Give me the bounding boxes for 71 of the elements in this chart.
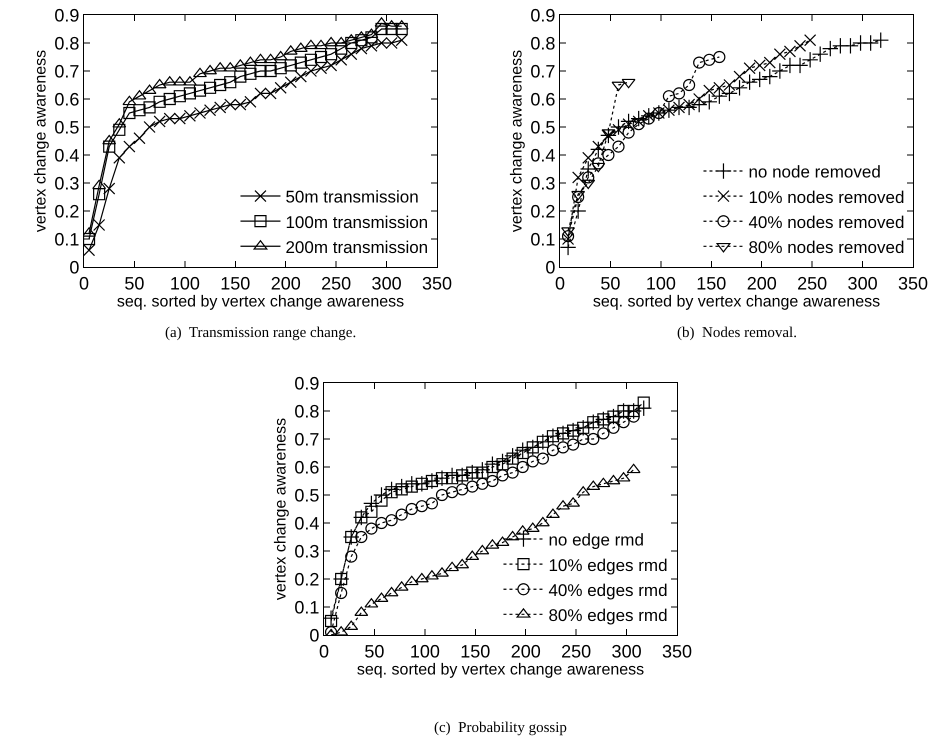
legend-label: 80% nodes removed bbox=[748, 238, 904, 257]
x-tick-label: 300 bbox=[372, 274, 402, 294]
y-tick-label: 0.7 bbox=[54, 61, 80, 82]
x-tick-label: 200 bbox=[270, 274, 301, 294]
y-tick-label: 0.8 bbox=[530, 33, 556, 54]
y-tick-label: 0.8 bbox=[54, 33, 80, 54]
y-tick-label: 0.2 bbox=[530, 201, 556, 222]
y-tick-label: 0.4 bbox=[54, 145, 80, 166]
legend-label: no node removed bbox=[748, 162, 881, 182]
x-tick-label: 150 bbox=[696, 274, 726, 294]
y-tick-label: 0.7 bbox=[530, 61, 556, 82]
y-tick-label: 0.1 bbox=[294, 597, 320, 618]
y-tick-label: 0.6 bbox=[54, 89, 80, 110]
x-tick-label: 300 bbox=[612, 642, 642, 662]
text: (c) Probability gossip bbox=[434, 720, 567, 736]
legend-label: 40% edges rmd bbox=[548, 580, 668, 600]
y-tick-label: 0.5 bbox=[294, 485, 320, 506]
y-axis-title: vertex change awareness bbox=[272, 418, 290, 600]
legend-label: 10% edges rmd bbox=[548, 556, 668, 575]
x-tick-label: 50 bbox=[364, 642, 384, 662]
x-tick-label: 250 bbox=[797, 274, 828, 294]
x-tick-label: 250 bbox=[321, 274, 352, 294]
y-tick-label: 0 bbox=[545, 257, 556, 278]
y-tick-label: 0.5 bbox=[54, 117, 80, 138]
y-tick-label: 0.3 bbox=[54, 173, 80, 194]
y-tick-label: 0.9 bbox=[530, 5, 556, 26]
y-tick-label: 0.1 bbox=[530, 229, 556, 250]
x-tick-label: 100 bbox=[646, 274, 676, 294]
text: (b) Nodes removal. bbox=[677, 325, 797, 341]
y-tick-label: 0.3 bbox=[294, 541, 320, 562]
y-tick-label: 0 bbox=[309, 625, 320, 646]
y-tick-label: 0.3 bbox=[530, 173, 556, 194]
x-tick-label: 300 bbox=[848, 274, 878, 294]
x-tick-label: 100 bbox=[410, 642, 440, 662]
x-tick-label: 200 bbox=[746, 274, 777, 294]
x-axis-title: seq. sorted by vertex change awareness bbox=[592, 294, 880, 311]
legend-label: 50m transmission bbox=[285, 188, 419, 207]
y-tick-label: 0.4 bbox=[530, 145, 556, 166]
y-tick-label: 0.6 bbox=[530, 89, 556, 110]
x-tick-label: 350 bbox=[422, 274, 452, 294]
y-tick-label: 0.9 bbox=[54, 5, 80, 26]
y-tick-label: 0.1 bbox=[54, 229, 80, 250]
y-tick-label: 0.7 bbox=[294, 429, 320, 450]
x-tick-label: 200 bbox=[510, 642, 541, 662]
x-tick-label: 150 bbox=[460, 642, 490, 662]
y-tick-label: 0.4 bbox=[294, 513, 320, 534]
y-tick-label: 0.9 bbox=[294, 373, 320, 394]
legend-label: 200m transmission bbox=[285, 238, 428, 257]
y-tick-label: 0.6 bbox=[294, 457, 320, 478]
x-tick-label: 250 bbox=[561, 642, 592, 662]
legend-label: 40% nodes removed bbox=[748, 212, 904, 232]
y-tick-label: 0.2 bbox=[54, 201, 80, 222]
legend-label: 10% nodes removed bbox=[748, 188, 904, 207]
x-tick-label: 350 bbox=[662, 642, 692, 662]
y-tick-label: 0 bbox=[69, 257, 80, 278]
y-tick-label: 0.2 bbox=[294, 569, 320, 590]
y-tick-label: 0.5 bbox=[530, 117, 556, 138]
x-tick-label: 350 bbox=[898, 274, 928, 294]
legend-label: no edge rmd bbox=[548, 530, 644, 550]
x-tick-label: 100 bbox=[170, 274, 200, 294]
y-axis-title: vertex change awareness bbox=[508, 50, 526, 232]
y-tick-label: 0.8 bbox=[294, 401, 320, 422]
text: (a) Transmission range change. bbox=[165, 325, 356, 341]
x-tick-label: 50 bbox=[124, 274, 144, 294]
legend-label: 80% edges rmd bbox=[548, 606, 668, 625]
x-axis-title: seq. sorted by vertex change awareness bbox=[116, 294, 404, 311]
x-axis-title: seq. sorted by vertex change awareness bbox=[356, 662, 644, 679]
x-tick-label: 150 bbox=[220, 274, 250, 294]
x-tick-label: 50 bbox=[600, 274, 620, 294]
legend-label: 100m transmission bbox=[285, 212, 428, 232]
y-axis-title: vertex change awareness bbox=[32, 50, 50, 232]
